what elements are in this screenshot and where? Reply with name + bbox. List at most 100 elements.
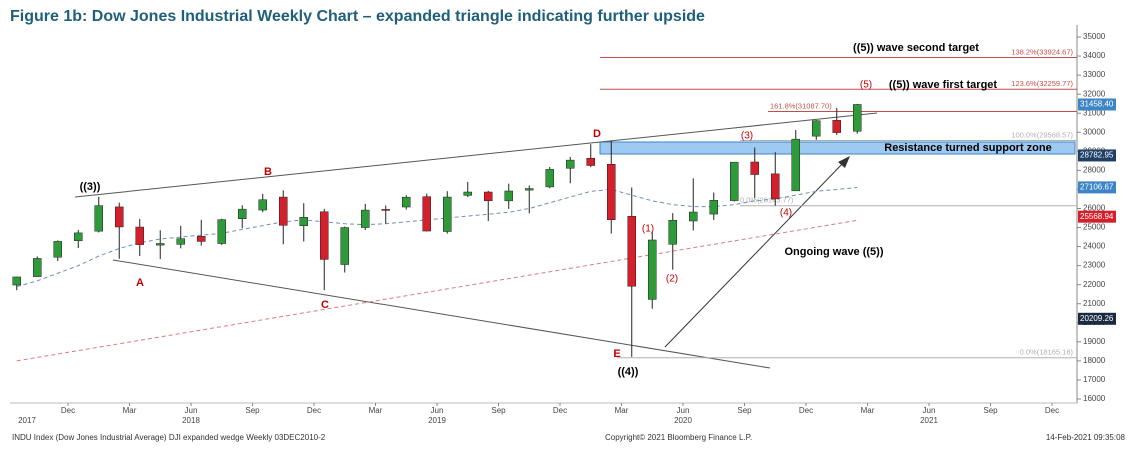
annotation: D (593, 128, 601, 140)
candle-body (525, 188, 534, 191)
y-tick-label: 26000 (1083, 204, 1106, 213)
y-tick-label: 17000 (1083, 375, 1106, 384)
candle-body (402, 196, 411, 208)
candle-body (812, 120, 821, 137)
y-tick-label: 32000 (1083, 89, 1106, 98)
candle-body (832, 120, 841, 133)
annotation: (5) (860, 80, 872, 91)
y-tick-label: 19000 (1083, 337, 1106, 346)
candle-body (566, 159, 575, 169)
x-tick-label: Mar (861, 406, 875, 415)
candle-body (53, 241, 62, 258)
x-tick-label: Jun (923, 406, 936, 415)
fib-level-label: 161.8%(31087.70) (770, 102, 832, 111)
fib-level-label: 138.2%(33924.67) (1011, 47, 1073, 56)
x-tick-label: Mar (615, 406, 629, 415)
candle-body (648, 239, 657, 300)
arrow-head (838, 156, 850, 168)
chart-title: Figure 1b: Dow Jones Industrial Weekly C… (10, 8, 705, 25)
x-tick-label: Jun (677, 406, 690, 415)
candle-body (586, 157, 595, 166)
candle-body (115, 206, 124, 228)
footer-left: INDU Index (Dow Jones Industrial Average… (12, 433, 326, 442)
annotation: (4) (780, 208, 792, 219)
candle-body (791, 138, 800, 192)
candle-body (771, 173, 780, 200)
price-tag (1078, 312, 1116, 325)
candle-body (668, 219, 677, 245)
candle-body (340, 227, 349, 265)
price-tag-label: 31458.40 (1080, 100, 1114, 109)
y-tick-label: 30000 (1083, 127, 1106, 136)
x-tick-label: Mar (123, 406, 137, 415)
candle-body (176, 238, 185, 245)
annotation: ((5)) wave second target (853, 42, 979, 54)
annotation: B (264, 166, 272, 178)
annotation: ((3)) (80, 181, 101, 193)
y-tick-label: 34000 (1083, 51, 1106, 60)
annotation: ((4)) (618, 366, 639, 378)
annotation: Resistance turned support zone (884, 142, 1051, 154)
year-label: 2021 (920, 416, 938, 425)
x-tick-label: Sep (737, 406, 752, 415)
price-tag-label: 27106.67 (1080, 182, 1114, 191)
annotation: Ongoing wave ((5)) (785, 246, 884, 258)
upper-trendline (74, 112, 878, 198)
y-tick-label: 35000 (1083, 32, 1106, 41)
price-tag (1078, 210, 1116, 223)
annotation: (1) (642, 224, 654, 235)
candle-body (443, 196, 452, 232)
annotation: E (613, 348, 620, 360)
price-tag-label: 25568.94 (1080, 212, 1114, 221)
year-label: 2020 (674, 416, 692, 425)
x-tick-label: Dec (61, 406, 75, 415)
candle-body (709, 200, 718, 215)
candle-body (422, 196, 431, 232)
x-tick-label: Sep (983, 406, 998, 415)
y-tick-label: 25000 (1083, 223, 1106, 232)
annotation: ((5)) wave first target (889, 79, 998, 91)
x-tick-label: Mar (369, 406, 383, 415)
y-tick-label: 23000 (1083, 261, 1106, 270)
candle-body (627, 216, 636, 287)
candle-body (504, 190, 513, 202)
candle-body (279, 196, 288, 226)
ma-red (16, 219, 858, 362)
candle-body (217, 219, 226, 244)
y-tick-label: 28000 (1083, 165, 1106, 174)
y-tick-label: 16000 (1083, 394, 1106, 403)
annotation: (2) (666, 274, 678, 285)
candle-body (197, 236, 206, 242)
x-tick-label: Dec (1045, 406, 1059, 415)
annotation: (3) (741, 131, 753, 142)
lower-trendline (112, 259, 771, 369)
y-tick-label: 31000 (1083, 108, 1106, 117)
candle-body (607, 164, 616, 220)
price-tag (1078, 181, 1116, 194)
price-tag-label: 28782.95 (1080, 151, 1114, 160)
y-tick-label: 24000 (1083, 242, 1106, 251)
candle-body (853, 104, 862, 132)
x-tick-label: Sep (245, 406, 260, 415)
footer-center: Copyright© 2021 Bloomberg Finance L.P. (605, 433, 752, 442)
price-tag (1078, 98, 1116, 111)
candle-body (33, 258, 42, 277)
y-tick-label: 21000 (1083, 299, 1106, 308)
candle-body (156, 243, 165, 246)
fib-level-label: 123.6%(32259.77) (1011, 79, 1073, 88)
y-tick-label: 18000 (1083, 356, 1106, 365)
candle-body (299, 217, 308, 227)
year-label: 2019 (428, 416, 446, 425)
x-tick-label: Dec (307, 406, 321, 415)
footer-right: 14-Feb-2021 09:35:08 (1046, 433, 1126, 442)
y-tick-label: 33000 (1083, 70, 1106, 79)
fib-level-label: 0.0%(18165.16) (1020, 348, 1074, 357)
candle-body (750, 161, 759, 175)
candle-body (320, 211, 329, 260)
candle-body (545, 169, 554, 188)
x-tick-label: Sep (491, 406, 506, 415)
y-tick-label: 22000 (1083, 280, 1106, 289)
candle-body (361, 209, 370, 228)
annotation: C (321, 299, 329, 311)
